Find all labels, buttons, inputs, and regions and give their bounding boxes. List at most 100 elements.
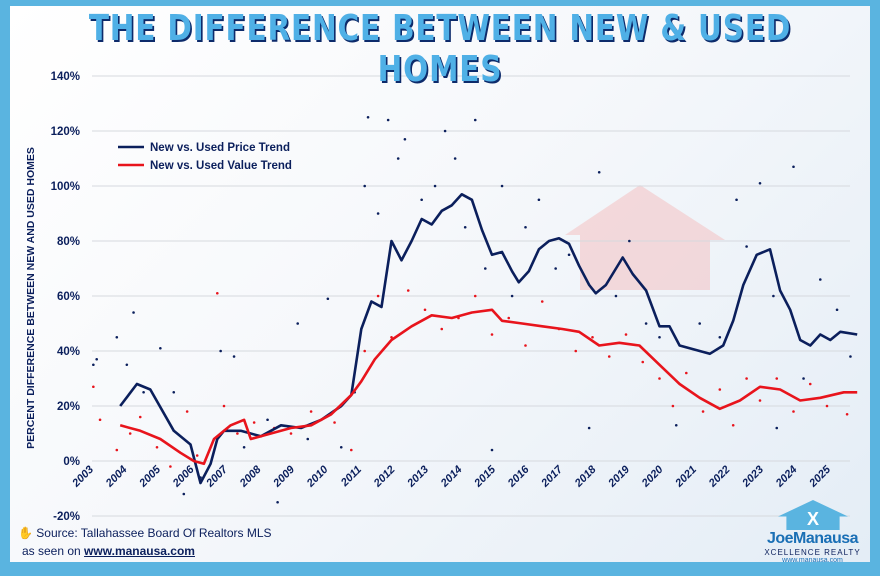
scatter-point [490, 448, 494, 452]
scatter-point [236, 432, 239, 435]
scatter-point [309, 410, 313, 413]
scatter-point [376, 294, 380, 298]
y-tick-label: 140% [51, 71, 80, 83]
chart-frame [10, 6, 870, 562]
scatter-point [607, 355, 611, 358]
x-tick-label: 2012 [371, 464, 398, 491]
scatter-point [232, 355, 236, 358]
legend-label-price: New vs. Used Price Trend [150, 142, 290, 154]
scatter-point [115, 448, 119, 452]
source-text: Source: Tallahassee Board Of Realtors ML… [36, 526, 272, 540]
scatter-point [819, 278, 822, 281]
scatter-point [289, 432, 293, 435]
scatter-point [745, 377, 748, 380]
house-logo-icon: X [778, 500, 848, 530]
x-tick-label: 2020 [639, 463, 666, 490]
scatter-point [333, 421, 336, 424]
scatter-point [363, 184, 367, 188]
scatter-point [376, 212, 380, 215]
y-tick-label: 20% [57, 401, 80, 413]
scatter-point [641, 360, 645, 364]
scatter-point [591, 335, 594, 339]
scatter-point [792, 410, 795, 413]
scatter-point [524, 344, 527, 347]
scatter-point [92, 385, 95, 389]
chart-title: THE DIFFERENCE BETWEEN NEW & USED HOMES [88, 8, 792, 90]
scatter-point [363, 349, 367, 353]
scatter-point [155, 445, 159, 449]
x-tick-label: 2016 [505, 463, 532, 490]
scatter-point [326, 297, 330, 301]
scatter-point [276, 500, 279, 504]
scatter-point [296, 322, 300, 325]
scatter-point [222, 404, 226, 408]
brand-logo: X JoeManausa XCELLENCE REALTY www.manaus… [760, 500, 865, 568]
scatter-point [567, 253, 571, 257]
x-tick-label: 2006 [170, 463, 197, 490]
scatter-point [671, 404, 675, 408]
scatter-point [473, 118, 477, 122]
scatter-point [540, 300, 544, 303]
x-tick-label: 2019 [606, 463, 633, 490]
scatter-point [95, 357, 98, 361]
x-tick-label: 2004 [103, 464, 130, 491]
scatter-point [718, 388, 722, 391]
y-axis-label: PERCENT DIFFERENCE BETWEEN NEW AND USED … [25, 147, 37, 449]
y-tick-label: 40% [57, 346, 80, 358]
scatter-point [524, 225, 527, 229]
source-note: ✋ Source: Tallahassee Board Of Realtors … [18, 526, 272, 540]
scatter-point [266, 418, 269, 422]
scatter-point [624, 333, 628, 336]
y-tick-label: 120% [51, 126, 80, 138]
scatter-point [115, 335, 119, 339]
scatter-point [172, 390, 176, 394]
scatter-point [735, 198, 738, 202]
scatter-point [350, 448, 353, 452]
x-tick-label: 2021 [673, 464, 700, 491]
scatter-point [644, 322, 648, 325]
scatter-point [808, 382, 812, 386]
seen-on-prefix: as seen on [22, 544, 85, 558]
scatter-point [490, 333, 494, 336]
scatter-point [396, 157, 400, 160]
scatter-point [390, 335, 393, 339]
scatter-point [614, 294, 618, 298]
scatter-point [628, 239, 631, 243]
scatter-point [537, 198, 541, 202]
scatter-point [510, 294, 514, 298]
scatter-point [758, 399, 762, 402]
seen-on-note: as seen on www.manausa.com [22, 544, 195, 558]
y-tick-label: 80% [57, 236, 80, 248]
scatter-point [574, 349, 578, 353]
scatter-point [219, 349, 222, 353]
scatter-point [138, 415, 142, 419]
scatter-point [92, 363, 95, 367]
website-link[interactable]: www.manausa.com [84, 544, 195, 558]
scatter-point [403, 137, 407, 141]
scatter-point [484, 267, 487, 270]
scatter-point [849, 355, 852, 358]
scatter-point [306, 437, 310, 441]
scatter-point [128, 432, 132, 435]
scatter-point [132, 311, 135, 314]
scatter-point [473, 294, 477, 298]
scatter-point [142, 390, 145, 394]
x-tick-label: 2022 [706, 464, 733, 491]
x-tick-label: 2014 [438, 464, 465, 491]
scatter-point [423, 308, 427, 312]
scatter-point [835, 308, 839, 312]
x-tick-label: 2024 [773, 464, 800, 491]
logo-url: www.manausa.com [782, 557, 843, 564]
scatter-point [597, 170, 601, 174]
scatter-point [731, 423, 735, 427]
scatter-point [440, 327, 444, 331]
price-trend-line [119, 193, 858, 485]
x-tick-label: 2011 [338, 464, 364, 490]
x-tick-label: 2025 [807, 463, 834, 490]
scatter-point [500, 184, 504, 188]
scatter-point [98, 418, 102, 422]
scatter-point [772, 294, 775, 298]
scatter-point [674, 423, 678, 427]
x-tick-label: 2013 [405, 464, 432, 491]
